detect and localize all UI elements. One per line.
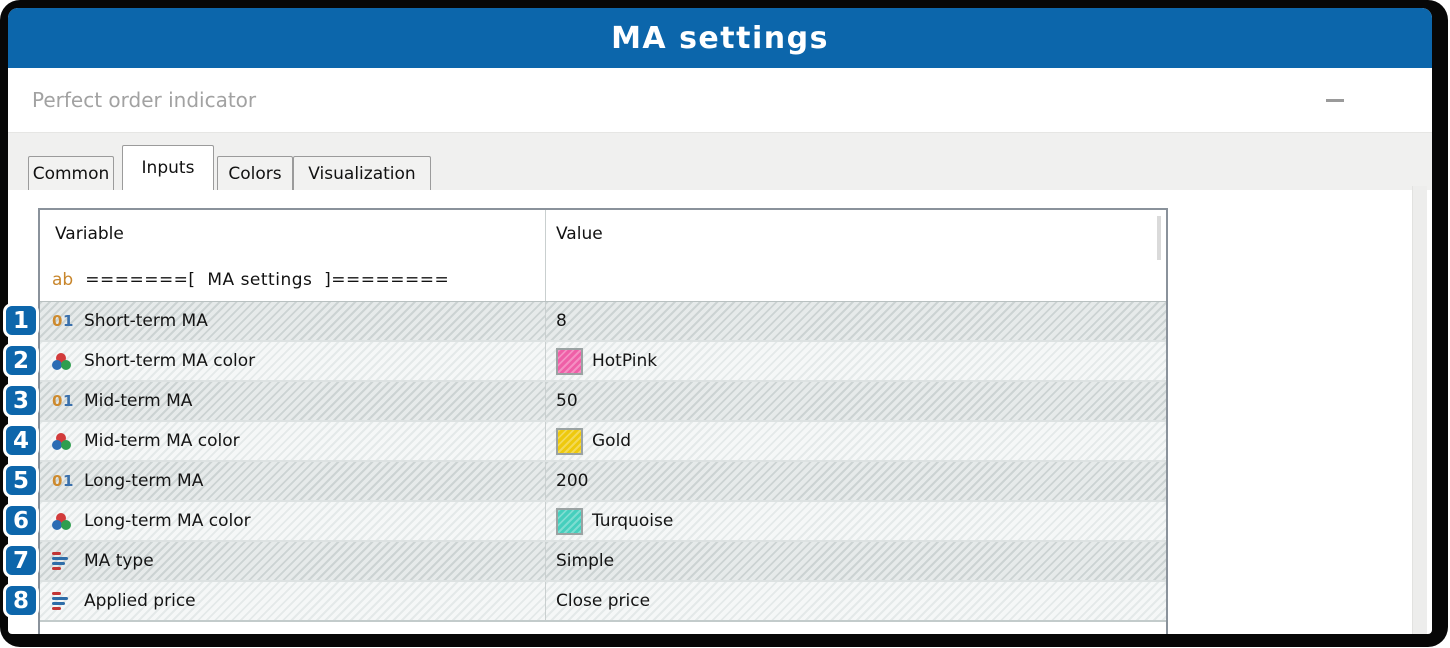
color-swatch[interactable] [556,347,583,375]
banner-title: MA settings [611,20,829,56]
variable-value: Close price [556,591,651,611]
step-badge: 7 [3,543,39,578]
table-header-row: Variable Value [40,210,1166,258]
step-badge: 4 [3,423,39,458]
table-row[interactable]: Long-term MA color Turquoise [40,500,1166,540]
section-header-row[interactable]: ab =======[ MA settings ]======== [40,258,1166,301]
variable-name: Long-term MA color [84,511,251,531]
inputs-table: Variable Value ab =======[ MA settings ]… [38,208,1168,634]
tab-colors[interactable]: Colors [217,156,293,190]
variable-value: 8 [556,311,567,331]
dialog-title: Perfect order indicator [32,88,257,112]
step-badge: 5 [3,463,39,498]
table-rows: 01 Short-term MA 8 Short-term MA color H… [40,301,1166,620]
partial-next-row [40,620,1166,632]
variable-value: Simple [556,551,615,571]
variable-name: Applied price [84,591,196,611]
table-row[interactable]: MA type Simple [40,540,1166,580]
color-input-icon [52,352,71,370]
variable-name: Short-term MA [84,311,208,331]
table-row[interactable]: Applied price Close price [40,580,1166,620]
variable-name: Short-term MA color [84,351,256,371]
integer-input-icon: 01 [52,472,74,490]
integer-input-icon: 01 [52,312,74,330]
variable-value: 200 [556,471,589,491]
enum-input-icon [52,552,68,570]
color-swatch[interactable] [556,507,583,535]
table-row[interactable]: 01 Mid-term MA 50 [40,380,1166,420]
step-badge: 2 [3,343,39,378]
variable-name: Mid-term MA [84,391,193,411]
color-input-icon [52,432,71,450]
table-row[interactable]: Short-term MA color HotPink [40,340,1166,380]
dialog-scrollbar[interactable] [1412,186,1427,634]
variable-value: Gold [592,431,632,451]
table-scrollbar[interactable] [1157,216,1161,260]
section-header-text: =======[ MA settings ]======== [85,269,450,290]
indicator-settings-dialog: MA settings Perfect order indicator Comm… [8,8,1432,634]
tab-common[interactable]: Common [28,156,114,190]
banner: MA settings [8,8,1432,68]
integer-input-icon: 01 [52,392,74,410]
variable-name: MA type [84,551,154,571]
step-badge: 3 [3,383,39,418]
table-row[interactable]: 01 Long-term MA 200 [40,460,1166,500]
string-input-icon: ab [52,269,74,290]
dialog-titlebar: Perfect order indicator [8,68,1432,132]
color-swatch[interactable] [556,427,583,455]
column-header-value: Value [556,224,603,244]
step-badge: 8 [3,583,39,618]
minimize-icon[interactable] [1326,98,1344,102]
table-row[interactable]: 01 Short-term MA 8 [40,301,1166,340]
tab-visualization[interactable]: Visualization [293,156,431,190]
step-badge: 1 [3,303,39,338]
enum-input-icon [52,592,68,610]
table-row[interactable]: Mid-term MA color Gold [40,420,1166,460]
color-input-icon [52,512,71,530]
tab-strip: Common Inputs Colors Visualization [8,132,1432,190]
variable-value: 50 [556,391,578,411]
step-badge: 6 [3,503,39,538]
column-header-variable: Variable [55,224,124,244]
variable-name: Long-term MA [84,471,204,491]
variable-value: HotPink [592,351,658,371]
variable-name: Mid-term MA color [84,431,240,451]
variable-value: Turquoise [592,511,674,531]
tab-inputs[interactable]: Inputs [122,145,214,190]
